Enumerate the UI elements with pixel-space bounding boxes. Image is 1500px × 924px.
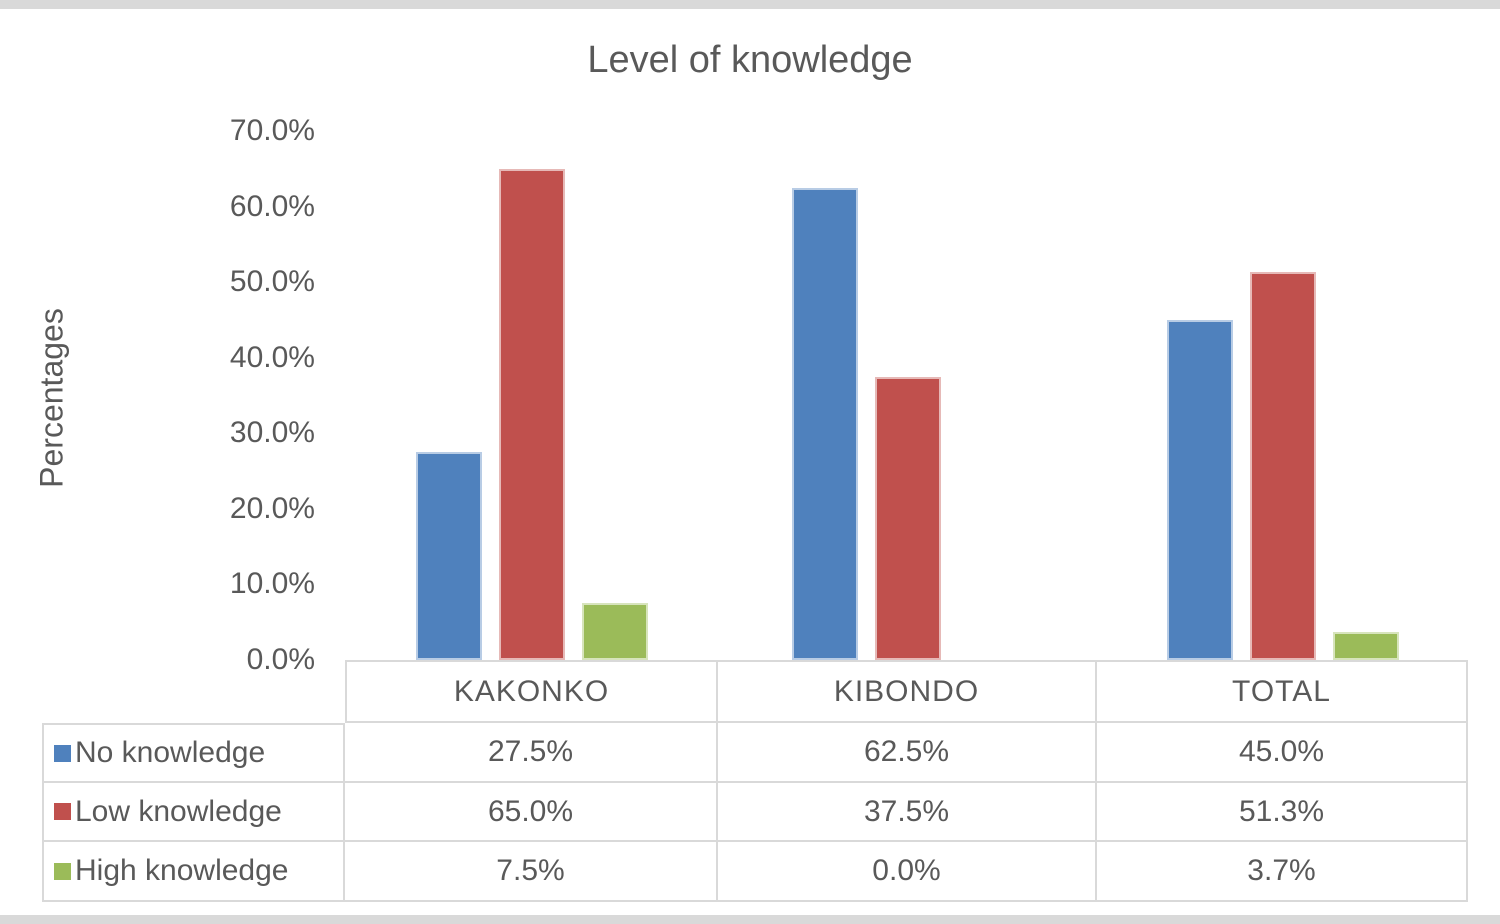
bar-low-knowledge-kakonko [498,168,565,660]
y-tick-label: 30.0% [229,416,315,450]
table-value-no-knowledge-kibondo: 62.5% [718,723,1097,783]
table-value-no-knowledge-total: 45.0% [1097,723,1468,783]
legend-item-high-knowledge: High knowledge [42,842,345,902]
legend-item-no-knowledge: No knowledge [42,723,345,783]
y-tick-label: 20.0% [229,491,315,525]
frame-bottom-strip [0,915,1500,924]
table-value-low-knowledge-kibondo: 37.5% [718,783,1097,842]
y-tick-label: 0.0% [246,643,315,676]
bar-high-knowledge-kakonko [581,603,648,660]
chart-title: Level of knowledge [587,39,913,81]
legend-swatch-high-knowledge [54,862,71,880]
data-table-with-legend: KAKONKO KIBONDO TOTAL No knowledge 27.5% 62.5… [42,660,1468,902]
table-corner-spacer [42,660,345,723]
table-value-high-knowledge-kibondo: 0.0% [718,842,1097,902]
table-value-high-knowledge-kakonko: 7.5% [345,842,718,902]
y-tick-label: 10.0% [229,567,315,601]
y-axis-title: Percentages [33,308,70,488]
table-value-low-knowledge-kakonko: 65.0% [345,783,718,842]
bar-no-knowledge-total [1166,319,1233,660]
table-value-low-knowledge-total: 51.3% [1097,783,1468,842]
table-header-kakonko: KAKONKO [345,660,718,723]
y-tick-label: 50.0% [229,265,315,299]
table-value-no-knowledge-kakonko: 27.5% [345,723,718,783]
bar-low-knowledge-kibondo [874,376,941,660]
legend-swatch-no-knowledge [54,744,71,762]
legend-label: No knowledge [75,736,266,769]
legend-label: High knowledge [75,854,289,887]
legend-swatch-low-knowledge [54,803,71,820]
legend-label: Low knowledge [75,794,282,828]
table-value-high-knowledge-total: 3.7% [1097,842,1468,902]
bar-no-knowledge-kibondo [791,187,858,660]
bar-high-knowledge-total [1332,632,1399,660]
bar-low-knowledge-total [1249,272,1316,660]
bar-no-knowledge-kakonko [415,452,482,660]
legend-item-low-knowledge: Low knowledge [42,783,345,842]
y-tick-label: 40.0% [229,340,315,374]
table-header-total: TOTAL [1097,660,1468,723]
y-tick-label: 70.0% [229,114,315,147]
frame-top-strip [0,0,1500,9]
table-header-kibondo: KIBONDO [718,660,1097,723]
y-tick-label: 60.0% [229,189,315,223]
